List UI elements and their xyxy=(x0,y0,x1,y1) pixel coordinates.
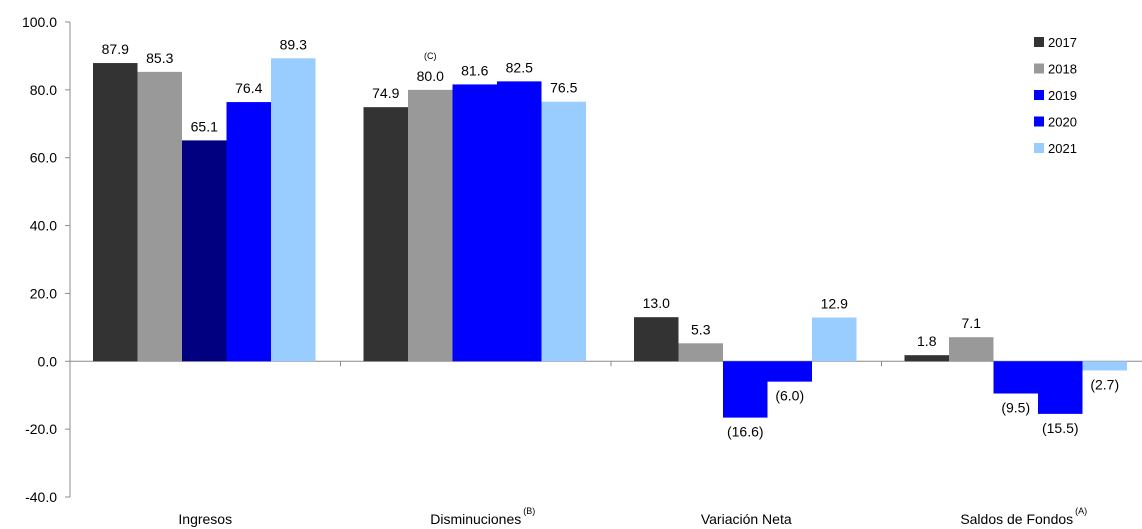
data-label: 76.4 xyxy=(235,80,262,96)
bar xyxy=(904,355,949,362)
legend-swatch xyxy=(1034,90,1044,100)
bar xyxy=(363,107,408,362)
bar xyxy=(1038,361,1083,414)
data-label: (9.5) xyxy=(1001,400,1030,416)
category-label: Saldos de Fondos xyxy=(960,511,1073,527)
y-tick-label: -40.0 xyxy=(25,489,57,505)
data-label: 87.9 xyxy=(102,41,129,57)
y-tick-label: 20.0 xyxy=(30,285,57,301)
legend-swatch xyxy=(1034,63,1044,74)
bar xyxy=(271,58,316,362)
bar xyxy=(634,317,679,362)
bar xyxy=(1082,361,1127,371)
bar xyxy=(408,89,453,362)
data-label: 89.3 xyxy=(280,36,307,52)
data-label: 13.0 xyxy=(643,295,670,311)
data-label: (2.7) xyxy=(1090,376,1119,392)
data-label: 76.5 xyxy=(550,80,577,96)
x-axis: Ingresos Disminuciones (B) Variación Neta Sa… xyxy=(70,360,1142,527)
category-label: Variación Neta xyxy=(701,511,792,527)
y-tick-label: -20.0 xyxy=(25,421,57,437)
bar xyxy=(541,101,586,362)
data-label: 74.9 xyxy=(372,85,399,101)
bar xyxy=(137,71,182,362)
bar xyxy=(93,63,138,362)
category-label: Ingresos xyxy=(178,511,232,527)
data-label: 82.5 xyxy=(506,59,533,75)
legend-label: 2020 xyxy=(1048,115,1077,130)
data-label: 81.6 xyxy=(461,62,488,78)
data-label: 1.8 xyxy=(917,333,937,349)
y-tick-label: 60.0 xyxy=(30,150,57,166)
bar xyxy=(767,361,812,382)
bar xyxy=(812,317,857,362)
data-label: 65.1 xyxy=(191,118,218,134)
y-tick-label: 80.0 xyxy=(30,82,57,98)
data-label: (15.5) xyxy=(1042,420,1079,436)
y-tick-label: 40.0 xyxy=(30,218,57,234)
legend-label: 2018 xyxy=(1048,62,1077,77)
category-note: (A) xyxy=(1075,506,1087,516)
y-axis: -40.0 -20.0 0.0 20.0 40.0 60.0 80.0 100.0 xyxy=(22,14,71,505)
bar xyxy=(723,361,768,418)
legend: 2017 2018 2019 2020 2021 xyxy=(1034,35,1077,156)
legend-label: 2017 xyxy=(1048,35,1077,50)
data-label: (6.0) xyxy=(775,388,804,404)
bar xyxy=(497,81,542,362)
bar xyxy=(678,343,723,362)
bar xyxy=(182,140,227,362)
data-label: 12.9 xyxy=(821,296,848,312)
y-tick-label: 0.0 xyxy=(38,353,58,369)
bars xyxy=(93,58,1127,418)
data-label: 85.3 xyxy=(146,50,173,66)
data-labels: 87.9 85.3 65.1 76.4 89.3 74.9 80.0 81.6 82.5 76.5… xyxy=(102,36,1120,439)
legend-swatch xyxy=(1034,37,1044,47)
bar xyxy=(993,361,1038,394)
legend-label: 2019 xyxy=(1048,88,1077,103)
data-label: 5.3 xyxy=(691,321,711,337)
bar xyxy=(949,337,994,362)
data-label: (16.6) xyxy=(727,424,764,440)
bar xyxy=(452,84,497,362)
data-label: 7.1 xyxy=(962,315,982,331)
bar xyxy=(226,102,271,362)
legend-swatch xyxy=(1034,116,1044,127)
annotation-label: (C) xyxy=(424,51,437,61)
y-tick-label: 100.0 xyxy=(22,14,57,30)
category-label: Disminuciones xyxy=(430,511,521,527)
category-note: (B) xyxy=(523,506,535,516)
legend-label: 2021 xyxy=(1048,141,1077,156)
legend-swatch xyxy=(1034,143,1044,153)
data-label: 80.0 xyxy=(417,68,444,84)
